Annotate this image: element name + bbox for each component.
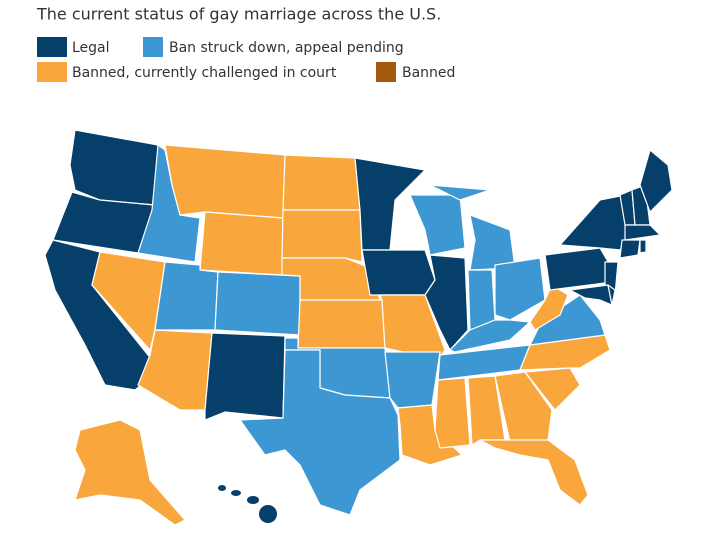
state (164, 144, 286, 219)
state (607, 284, 616, 306)
state (569, 284, 613, 306)
state (214, 271, 301, 336)
state (434, 377, 471, 449)
state (74, 419, 186, 526)
legend-swatch (143, 37, 163, 57)
state (544, 247, 611, 291)
state (281, 209, 363, 263)
state (69, 129, 159, 206)
us-map (44, 129, 673, 526)
state (397, 404, 463, 466)
state (494, 371, 553, 443)
state (524, 367, 581, 411)
state (624, 224, 661, 241)
title: The current status of gay marriage acros… (36, 5, 441, 24)
legend-label: Banned, currently challenged in court (72, 65, 337, 81)
legend-swatch (37, 62, 67, 82)
state (449, 319, 531, 353)
state (494, 257, 546, 321)
legend-label: Legal (72, 40, 110, 56)
state (424, 254, 469, 351)
state (297, 299, 386, 349)
state (199, 211, 284, 276)
state (247, 496, 259, 504)
state (384, 351, 441, 409)
state (529, 284, 569, 331)
state (154, 261, 219, 331)
state (409, 194, 466, 256)
state (639, 149, 673, 213)
state (259, 505, 277, 523)
state (619, 239, 641, 259)
legend-label: Banned (402, 65, 455, 81)
state (469, 214, 516, 271)
state (231, 490, 241, 496)
legend-swatch (376, 62, 396, 82)
legend: Legal Ban struck down, appeal pending Bann… (37, 37, 455, 82)
legend-swatch (37, 37, 67, 57)
state (361, 249, 436, 296)
state (204, 332, 286, 421)
state (479, 439, 589, 506)
state (239, 349, 401, 516)
state (639, 239, 647, 254)
state (559, 194, 631, 251)
state (218, 485, 226, 491)
state (282, 154, 361, 211)
state (429, 184, 491, 201)
legend-label: Ban struck down, appeal pending (169, 40, 404, 56)
